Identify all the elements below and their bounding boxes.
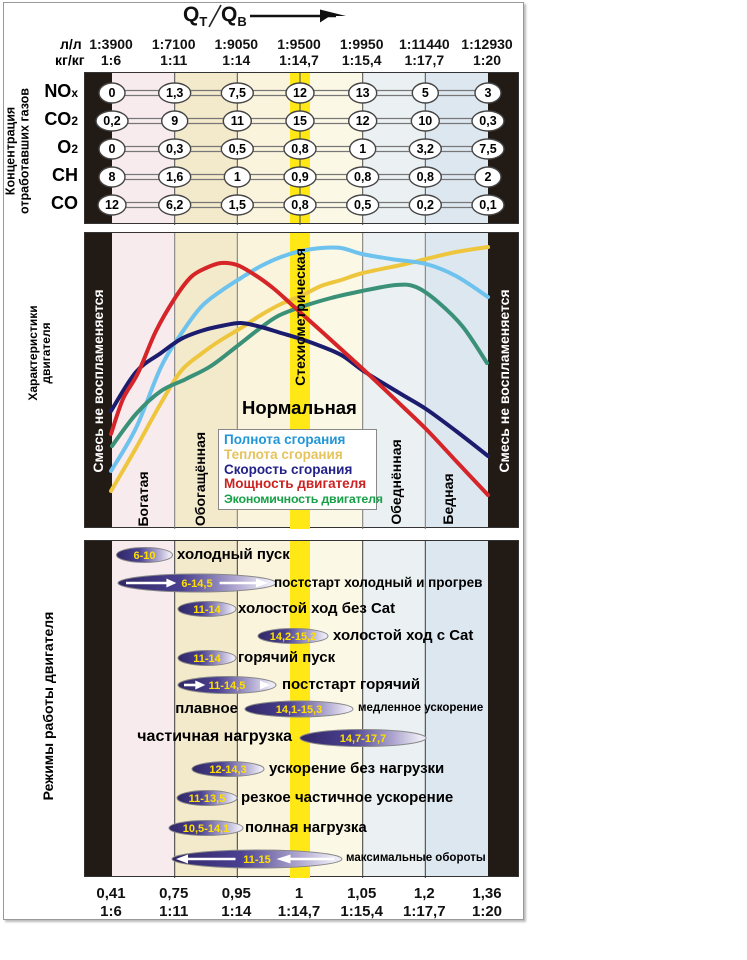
svg-text:3: 3 bbox=[485, 86, 492, 100]
svg-text:10,5-14,1: 10,5-14,1 bbox=[183, 823, 229, 835]
svg-text:12: 12 bbox=[105, 198, 119, 212]
svg-text:6-14,5: 6-14,5 bbox=[181, 578, 212, 590]
svg-text:0,3: 0,3 bbox=[166, 142, 183, 156]
svg-text:0: 0 bbox=[109, 86, 116, 100]
svg-text:7,5: 7,5 bbox=[479, 142, 496, 156]
svg-text:1: 1 bbox=[359, 142, 366, 156]
svg-text:15: 15 bbox=[293, 114, 307, 128]
svg-text:1: 1 bbox=[234, 170, 241, 184]
svg-text:1,5: 1,5 bbox=[229, 198, 246, 212]
svg-text:0,8: 0,8 bbox=[354, 170, 371, 184]
svg-text:0,5: 0,5 bbox=[354, 198, 371, 212]
svg-text:11-15: 11-15 bbox=[243, 854, 271, 866]
svg-text:12: 12 bbox=[356, 114, 370, 128]
svg-text:14,1-15,3: 14,1-15,3 bbox=[276, 704, 322, 716]
svg-text:0: 0 bbox=[109, 142, 116, 156]
svg-text:0,1: 0,1 bbox=[479, 198, 496, 212]
svg-text:8: 8 bbox=[109, 170, 116, 184]
svg-text:0,3: 0,3 bbox=[479, 114, 496, 128]
svg-text:0,8: 0,8 bbox=[291, 198, 308, 212]
svg-text:11-13,5: 11-13,5 bbox=[189, 793, 226, 805]
svg-text:1,3: 1,3 bbox=[166, 86, 183, 100]
svg-text:0,5: 0,5 bbox=[229, 142, 246, 156]
svg-text:6-10: 6-10 bbox=[133, 550, 155, 562]
svg-text:5: 5 bbox=[422, 86, 429, 100]
svg-text:11-14: 11-14 bbox=[193, 604, 221, 616]
svg-text:11-14,5: 11-14,5 bbox=[209, 680, 246, 692]
svg-text:11: 11 bbox=[231, 114, 244, 128]
svg-text:0,8: 0,8 bbox=[417, 170, 434, 184]
svg-text:2: 2 bbox=[485, 170, 492, 184]
svg-text:14,2-15,2: 14,2-15,2 bbox=[270, 631, 316, 643]
svg-text:13: 13 bbox=[356, 86, 370, 100]
svg-text:0,2: 0,2 bbox=[417, 198, 434, 212]
svg-text:11-14: 11-14 bbox=[193, 653, 221, 665]
svg-text:12-14,3: 12-14,3 bbox=[209, 764, 246, 776]
svg-text:3,2: 3,2 bbox=[417, 142, 434, 156]
svg-text:6,2: 6,2 bbox=[166, 198, 183, 212]
svg-text:14,7-17,7: 14,7-17,7 bbox=[340, 733, 386, 745]
svg-text:1,6: 1,6 bbox=[166, 170, 183, 184]
svg-text:7,5: 7,5 bbox=[229, 86, 246, 100]
svg-text:0,8: 0,8 bbox=[291, 142, 308, 156]
svg-text:9: 9 bbox=[171, 114, 178, 128]
svg-text:10: 10 bbox=[418, 114, 432, 128]
svg-text:0,9: 0,9 bbox=[291, 170, 308, 184]
svg-text:0,2: 0,2 bbox=[103, 114, 120, 128]
svg-text:12: 12 bbox=[293, 86, 307, 100]
